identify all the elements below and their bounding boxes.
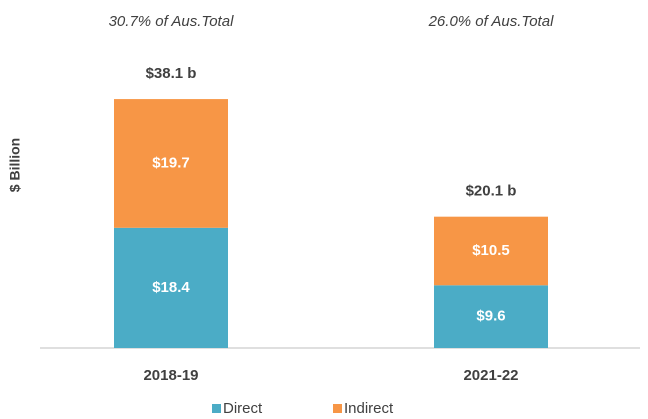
bar-segment <box>114 227 228 348</box>
data-label: $9.6 <box>476 308 505 325</box>
legend-label: Indirect <box>344 400 394 417</box>
data-label: $19.7 <box>152 154 190 171</box>
x-tick-label: 2018-19 <box>143 367 198 384</box>
bar-segment <box>434 285 548 348</box>
total-label: $20.1 b <box>466 183 517 200</box>
data-label: $18.4 <box>152 279 190 296</box>
legend-swatch <box>333 404 342 413</box>
bar-segment <box>114 99 228 228</box>
bar-segment <box>434 216 548 286</box>
annotation: 30.7% of Aus.Total <box>109 13 234 30</box>
legend-swatch <box>212 404 221 413</box>
total-label: $38.1 b <box>146 65 197 82</box>
legend-label: Direct <box>223 400 263 417</box>
x-tick-label: 2021-22 <box>463 367 518 384</box>
data-label: $10.5 <box>472 242 510 259</box>
annotation: 26.0% of Aus.Total <box>428 13 554 30</box>
y-axis-label: $ Billion <box>7 138 23 192</box>
